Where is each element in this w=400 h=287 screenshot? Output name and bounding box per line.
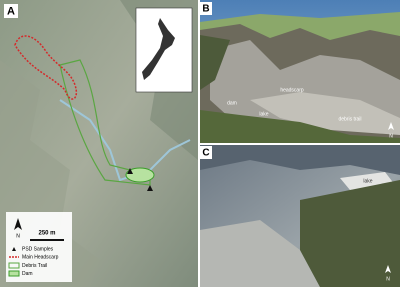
vegetation [200,110,400,143]
main-headscarp [14,35,77,100]
panel-label-box [4,4,18,18]
legend-symbol [8,262,20,269]
panel-label: C [202,148,209,159]
debris-trail [250,92,400,135]
north-label: N [16,233,20,239]
river [59,99,191,182]
dam [125,167,155,183]
panel-a: A N 250 m PSD Samples Main Headscarp Deb… [0,0,198,287]
legend-symbol [12,247,16,251]
north-arrow [14,218,22,230]
legend-symbol [8,270,20,277]
ridge [200,35,230,90]
legend-label: Main Headscarp [22,254,59,260]
north-label: N [389,133,393,139]
panel-label: A [7,5,15,17]
vegetation [300,180,400,287]
annotation: headscarp [280,87,304,93]
debris-trail [59,59,151,186]
legend-label: Debris Trail [22,263,47,269]
panel-label-box [200,146,212,159]
north-label: N [386,276,390,282]
north-arrow [385,265,391,273]
debris [200,220,320,287]
annotation: lake [363,178,372,184]
scale-label: 250 m [38,231,55,237]
annotation: lake [259,111,268,117]
psd-sample [127,168,133,174]
ridge [200,145,400,175]
psd-sample [147,185,153,191]
panel-label: B [202,4,209,15]
annotation: debris trail [338,116,361,122]
panel-b: B dam headscarp lake debris trail N [200,0,400,143]
legend-label: Dam [22,271,33,277]
panel-c: C lake N [200,145,400,287]
legend-label: PSD Samples [22,246,54,252]
panel-label-box [200,2,212,15]
annotation: dam [227,100,237,106]
new-zealand [142,18,175,80]
north-arrow [388,122,394,130]
